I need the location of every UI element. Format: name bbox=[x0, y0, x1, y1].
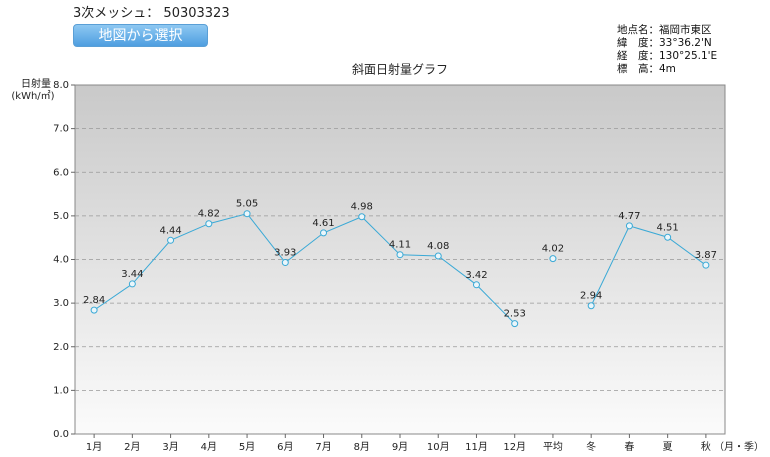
data-label: 3.87 bbox=[695, 250, 717, 261]
x-tick-label: 4月 bbox=[201, 441, 217, 453]
x-tick-label: 12月 bbox=[503, 441, 526, 453]
info-row: 緯 度：33°36.2'N bbox=[617, 37, 712, 49]
y-tick-label: 8.0 bbox=[53, 80, 69, 91]
x-tick-label: 1月 bbox=[86, 441, 102, 453]
series-line bbox=[590, 225, 707, 306]
x-tick-label: 10月 bbox=[427, 441, 450, 453]
info-row: 標 高：4m bbox=[617, 63, 676, 75]
data-point bbox=[664, 233, 672, 241]
x-tick-label: 夏 bbox=[663, 441, 673, 453]
y-tick-label: 1.0 bbox=[53, 385, 69, 396]
y-tick-label: 7.0 bbox=[53, 124, 69, 135]
data-label: 4.44 bbox=[159, 225, 181, 236]
data-label: 4.08 bbox=[427, 241, 449, 252]
data-point bbox=[472, 281, 480, 289]
x-tick-label: 平均 bbox=[543, 441, 563, 453]
data-point bbox=[243, 210, 251, 218]
info-row: 地点名：福岡市東区 bbox=[617, 24, 712, 36]
y-tick-label: 4.0 bbox=[53, 255, 69, 266]
mesh: 3次メッシュ： 50303323 bbox=[73, 2, 230, 21]
data-label: 4.02 bbox=[542, 244, 564, 255]
data-point bbox=[167, 236, 175, 244]
data-label: 4.77 bbox=[618, 211, 640, 222]
x-tick-label: 7月 bbox=[315, 441, 331, 453]
data-point bbox=[702, 261, 710, 269]
x-tick-label: 11月 bbox=[465, 441, 488, 453]
data-label: 3.44 bbox=[121, 269, 143, 280]
mesh-label: 3次メッシュ： bbox=[73, 6, 160, 21]
data-point bbox=[549, 255, 557, 263]
select-map-button[interactable]: 地図から選択 bbox=[73, 24, 208, 47]
y-tick-label: 6.0 bbox=[53, 167, 69, 178]
x-tick-label: 9月 bbox=[392, 441, 408, 453]
x-tick-label: 5月 bbox=[239, 441, 255, 453]
x-axis-label: （月・季） bbox=[714, 441, 764, 453]
y-tick-label: 0.0 bbox=[53, 429, 69, 440]
x-tick-label: 秋 bbox=[701, 440, 711, 453]
data-label: 4.51 bbox=[657, 222, 679, 233]
data-point bbox=[90, 306, 98, 314]
x-tick-label: 冬 bbox=[586, 440, 596, 453]
y-axis-label: (kWh/㎡) bbox=[11, 90, 54, 102]
mesh-code: 50303323 bbox=[163, 6, 230, 21]
x-tick-label: 3月 bbox=[162, 441, 178, 453]
data-point bbox=[587, 302, 595, 310]
data-point bbox=[511, 320, 519, 328]
data-point bbox=[396, 251, 404, 259]
info-row: 経 度：130°25.1'E bbox=[617, 50, 718, 62]
data-label: 5.05 bbox=[236, 199, 258, 210]
x-tick-label: 6月 bbox=[277, 441, 293, 453]
data-label: 4.82 bbox=[198, 209, 220, 220]
data-label: 3.42 bbox=[465, 270, 487, 281]
data-point bbox=[205, 220, 213, 228]
series-line bbox=[93, 213, 516, 324]
data-point bbox=[281, 259, 289, 267]
x-tick-label: 春 bbox=[624, 441, 634, 453]
y-tick-label: 5.0 bbox=[53, 211, 69, 222]
data-point bbox=[358, 213, 366, 221]
location-info: 地点名：福岡市東区 緯 度：33°36.2'N 経 度：130°25.1'E 標… bbox=[617, 24, 717, 76]
data-label: 4.98 bbox=[351, 202, 373, 213]
data-point bbox=[128, 280, 136, 288]
data-point bbox=[434, 252, 442, 260]
y-tick-label: 2.0 bbox=[53, 342, 69, 353]
y-tick-label: 3.0 bbox=[53, 298, 69, 309]
data-label: 4.11 bbox=[389, 240, 411, 251]
data-point bbox=[320, 229, 328, 237]
data-label: 2.94 bbox=[580, 291, 602, 302]
chart-title: 斜面日射量グラフ bbox=[352, 62, 448, 77]
x-tick-label: 2月 bbox=[124, 441, 140, 453]
data-label: 3.93 bbox=[274, 248, 296, 259]
data-label: 2.84 bbox=[83, 295, 105, 306]
y-axis-label: 日射量 bbox=[21, 78, 51, 90]
x-tick-label: 8月 bbox=[354, 441, 370, 453]
data-point bbox=[625, 222, 633, 230]
data-label: 4.61 bbox=[312, 218, 334, 229]
data-label: 2.53 bbox=[504, 309, 526, 320]
